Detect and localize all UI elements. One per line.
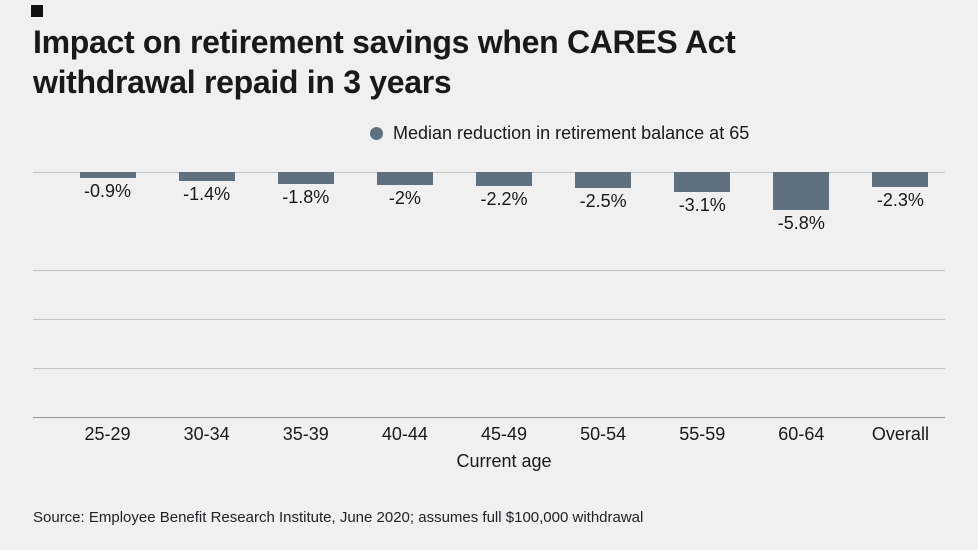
legend-dot-icon — [370, 127, 383, 140]
x-axis-category: 45-49 — [480, 424, 528, 444]
bar-group: -2.5% — [554, 172, 653, 234]
brand-corner-mark — [31, 5, 43, 17]
source-note: Source: Employee Benefit Research Instit… — [33, 509, 644, 526]
legend: Median reduction in retirement balance a… — [370, 123, 749, 144]
bar — [178, 172, 235, 182]
x-axis-title: Current age — [456, 451, 552, 471]
bar-value-label: -5.8% — [777, 213, 825, 233]
x-axis-category: 60-64 — [778, 424, 825, 444]
bar — [674, 172, 731, 193]
bar-value-label: -1.8% — [282, 186, 330, 207]
bar-group: -0.9% — [58, 172, 157, 234]
x-axis-category: 55-59 — [679, 424, 726, 444]
x-axis-category: 35-39 — [282, 424, 329, 444]
bars-row: -0.9% -1.4% -1.8% -2% -2.2% -2.5% -3.1% -5.8% -2… — [58, 172, 950, 234]
x-axis-category: 25-29 — [84, 424, 131, 444]
chart-title: Impact on retirement savings when CARES … — [33, 24, 736, 100]
bar — [773, 172, 830, 210]
x-axis-line — [33, 417, 945, 418]
bar-value-label: -1.4% — [183, 184, 231, 205]
bar-value-label: -2.2% — [480, 189, 528, 210]
bar-group: -2% — [355, 172, 454, 234]
bar-value-label: -2.5% — [579, 191, 627, 212]
gridline — [33, 319, 945, 320]
bar-value-label: -0.9% — [84, 180, 132, 201]
legend-label: Median reduction in retirement balance a… — [393, 123, 750, 143]
bar — [376, 172, 433, 186]
bar — [872, 172, 929, 188]
bar — [575, 172, 632, 189]
gridline — [33, 270, 945, 271]
categories-row: 25-29 30-34 35-39 40-44 45-49 50-54 55-59 60-64… — [58, 424, 950, 445]
bar-value-label: -2.3% — [876, 190, 924, 211]
bar-group: -2.3% — [851, 172, 950, 234]
bar-group: -3.1% — [653, 172, 752, 234]
bar-value-label: -2% — [388, 188, 421, 209]
x-axis-category: 40-44 — [381, 424, 428, 444]
bar — [277, 172, 334, 184]
gridline — [33, 368, 945, 369]
bar-group: -1.4% — [157, 172, 256, 234]
bar-value-label: -3.1% — [678, 195, 726, 216]
x-axis-category: 30-34 — [183, 424, 230, 444]
x-axis-category: Overall — [871, 424, 929, 444]
bar — [475, 172, 532, 187]
bar-group: -1.8% — [256, 172, 355, 234]
bar-group: -2.2% — [454, 172, 553, 234]
bar — [79, 172, 136, 178]
x-axis-category: 50-54 — [580, 424, 627, 444]
bar-group: -5.8% — [752, 172, 851, 234]
